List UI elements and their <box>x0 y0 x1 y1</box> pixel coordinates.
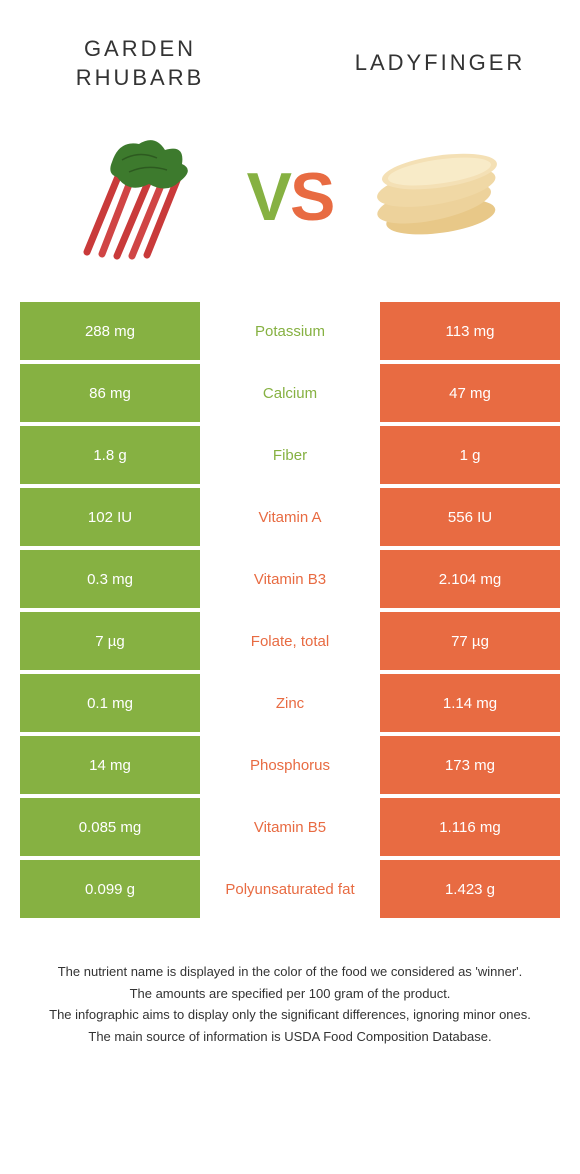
vs-v: V <box>247 159 290 235</box>
footer-line: The nutrient name is displayed in the co… <box>30 962 550 982</box>
cell-label: Calcium <box>200 364 380 422</box>
vs-label: VS <box>247 158 334 236</box>
cell-label: Polyunsaturated fat <box>200 860 380 918</box>
cell-left: 102 IU <box>20 488 200 546</box>
cell-right: 1.14 mg <box>380 674 560 732</box>
images-row: VS <box>0 112 580 302</box>
cell-label: Vitamin B5 <box>200 798 380 856</box>
cell-left: 7 µg <box>20 612 200 670</box>
table-row: 0.099 gPolyunsaturated fat1.423 g <box>20 860 560 918</box>
cell-left: 0.3 mg <box>20 550 200 608</box>
cell-right: 2.104 mg <box>380 550 560 608</box>
cell-label: Phosphorus <box>200 736 380 794</box>
table-row: 102 IUVitamin A556 IU <box>20 488 560 546</box>
table-row: 0.3 mgVitamin B32.104 mg <box>20 550 560 608</box>
vs-s: S <box>290 159 333 235</box>
cell-left: 0.085 mg <box>20 798 200 856</box>
footer-line: The main source of information is USDA F… <box>30 1027 550 1047</box>
cell-right: 113 mg <box>380 302 560 360</box>
table-row: 288 mgPotassium113 mg <box>20 302 560 360</box>
nutrient-table: 288 mgPotassium113 mg86 mgCalcium47 mg1.… <box>0 302 580 922</box>
ladyfinger-image <box>348 122 528 272</box>
cell-right: 173 mg <box>380 736 560 794</box>
cell-right: 77 µg <box>380 612 560 670</box>
cell-right: 1 g <box>380 426 560 484</box>
table-row: 86 mgCalcium47 mg <box>20 364 560 422</box>
cell-label: Vitamin A <box>200 488 380 546</box>
cell-left: 0.1 mg <box>20 674 200 732</box>
cell-left: 86 mg <box>20 364 200 422</box>
title-right: Ladyfinger <box>340 49 540 78</box>
footer-line: The infographic aims to display only the… <box>30 1005 550 1025</box>
rhubarb-image <box>52 122 232 272</box>
cell-right: 1.116 mg <box>380 798 560 856</box>
cell-label: Vitamin B3 <box>200 550 380 608</box>
cell-right: 1.423 g <box>380 860 560 918</box>
cell-label: Fiber <box>200 426 380 484</box>
cell-left: 0.099 g <box>20 860 200 918</box>
cell-left: 288 mg <box>20 302 200 360</box>
cell-label: Potassium <box>200 302 380 360</box>
cell-left: 14 mg <box>20 736 200 794</box>
cell-label: Zinc <box>200 674 380 732</box>
table-row: 14 mgPhosphorus173 mg <box>20 736 560 794</box>
table-row: 0.1 mgZinc1.14 mg <box>20 674 560 732</box>
cell-right: 556 IU <box>380 488 560 546</box>
footer-notes: The nutrient name is displayed in the co… <box>0 922 580 1088</box>
header: Garden rhubarb Ladyfinger <box>0 0 580 112</box>
cell-right: 47 mg <box>380 364 560 422</box>
table-row: 7 µgFolate, total77 µg <box>20 612 560 670</box>
cell-label: Folate, total <box>200 612 380 670</box>
footer-line: The amounts are specified per 100 gram o… <box>30 984 550 1004</box>
table-row: 1.8 gFiber1 g <box>20 426 560 484</box>
cell-left: 1.8 g <box>20 426 200 484</box>
table-row: 0.085 mgVitamin B51.116 mg <box>20 798 560 856</box>
title-left: Garden rhubarb <box>40 35 240 92</box>
